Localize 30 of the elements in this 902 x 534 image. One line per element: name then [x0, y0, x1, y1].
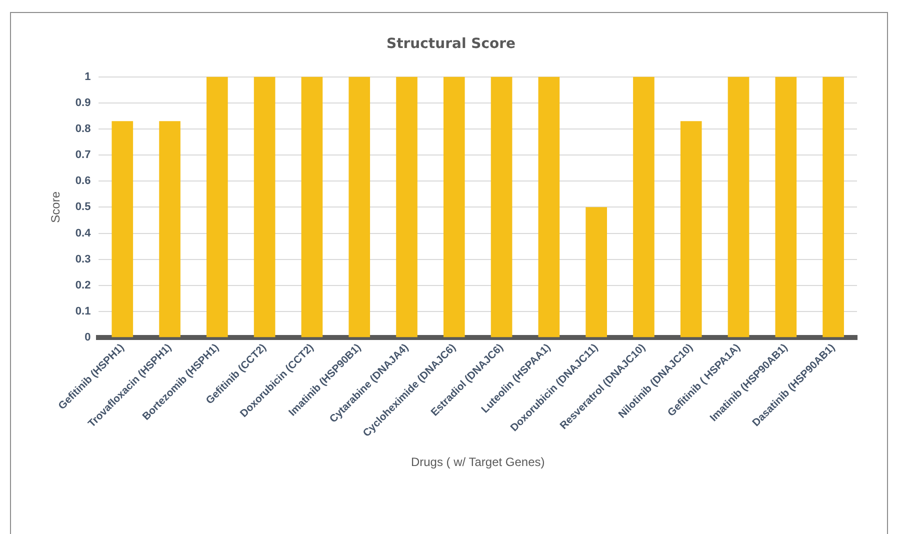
bar [586, 207, 607, 338]
bar [633, 76, 654, 338]
bar [112, 121, 134, 338]
x-axis-title: Drugs ( w/ Target Genes) [410, 455, 545, 470]
bar [822, 76, 844, 338]
bar [348, 76, 370, 338]
bar [538, 76, 560, 338]
y-tick-label: 0.6 [75, 175, 91, 188]
y-tick-label: 0.3 [75, 253, 91, 266]
bar [206, 76, 228, 338]
bar [254, 76, 276, 338]
y-axis-title: Score [48, 191, 63, 223]
bar [396, 76, 418, 338]
y-tick-label: 0.1 [75, 306, 91, 318]
y-tick-label: 0 [84, 332, 91, 344]
bar [159, 121, 180, 338]
y-tick-label: 0.2 [75, 279, 91, 292]
y-tick-label: 0.8 [75, 122, 91, 135]
bar [443, 76, 465, 338]
y-tick-label: 0.9 [75, 96, 91, 109]
bar [680, 121, 702, 338]
y-tick-label: 0.7 [75, 149, 91, 162]
y-tick-label: 0.4 [75, 227, 92, 240]
bar [775, 76, 797, 338]
bar [728, 76, 750, 338]
bar [301, 76, 323, 338]
y-tick-label: 1 [84, 70, 91, 83]
chart-title: Structural Score [386, 36, 516, 52]
bar [490, 76, 512, 338]
y-tick-label: 0.5 [75, 201, 91, 214]
